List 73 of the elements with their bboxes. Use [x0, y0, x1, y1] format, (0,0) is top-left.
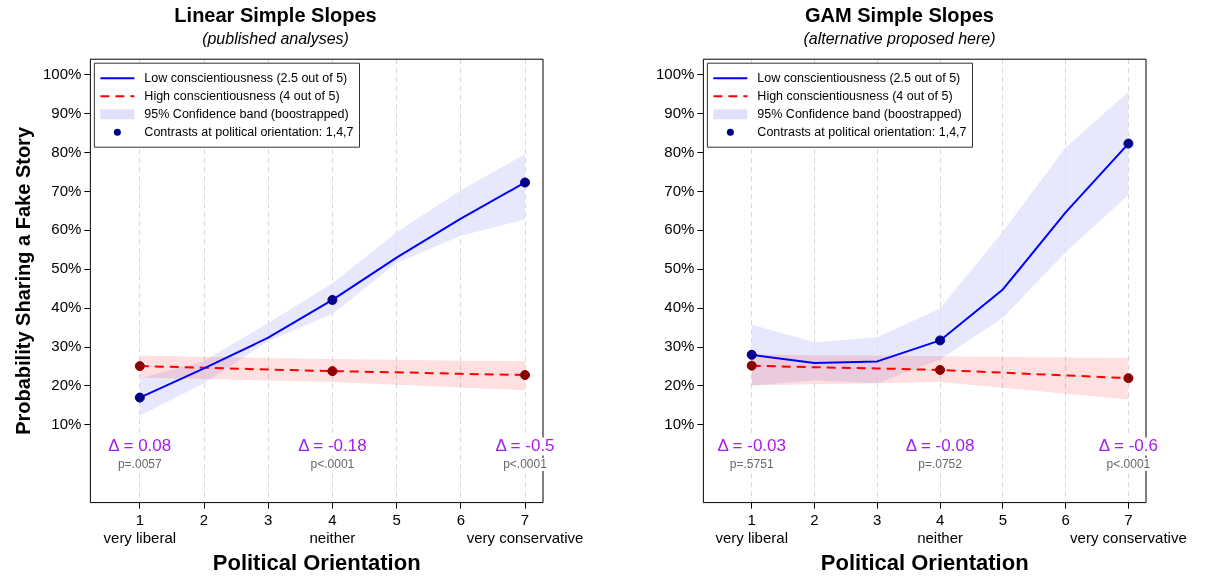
y-tick-label: 10%: [664, 414, 695, 432]
x-tick-label: 5: [392, 510, 401, 528]
y-tick-label: 30%: [664, 337, 695, 355]
x-tick-label: 3: [873, 510, 882, 528]
point: [327, 366, 338, 377]
legend-label: Low conscientiousness (2.5 out of 5): [757, 70, 961, 85]
point: [746, 349, 757, 360]
point: [327, 294, 338, 305]
y-tick-label: 50%: [664, 259, 695, 277]
annotation: Δ = -0.6: [1098, 436, 1158, 456]
annotation: Δ = -0.08: [905, 436, 975, 456]
point: [1123, 138, 1134, 149]
y-tick-label: 40%: [664, 298, 695, 316]
annotation: p<.0001: [503, 456, 548, 471]
legend-label: Low conscientiousness (2.5 out of 5): [144, 70, 348, 85]
legend-label: High conscientiousness (4 out of 5): [144, 88, 340, 103]
point: [134, 361, 145, 372]
x-tick-label: 6: [456, 510, 465, 528]
chart-title: Linear Simple Slopes: [174, 3, 377, 26]
annotation: p=.0057: [117, 456, 162, 471]
x-tick-label: 1 very liberal: [103, 510, 177, 546]
x-tick-label: 1 very liberal: [715, 510, 788, 546]
y-tick-label: 10%: [51, 414, 82, 432]
annotation: p=.5751: [729, 456, 774, 471]
point: [520, 370, 531, 381]
x-tick-label: 6: [1061, 510, 1070, 528]
y-tick-label: 60%: [664, 220, 695, 238]
chart-title: GAM Simple Slopes: [805, 3, 994, 26]
legend-label: Contrasts at political orientation: 1,4,7: [757, 124, 967, 139]
chart-subtitle: (alternative proposed here): [803, 30, 996, 48]
annotation: p<.0001: [1106, 456, 1151, 471]
chart-subtitle: (published analyses): [202, 30, 349, 48]
annotation: Δ = -0.5: [495, 436, 555, 456]
y-tick-label: 40%: [51, 298, 82, 316]
legend-label: 95% Confidence band (boostrapped): [757, 106, 962, 121]
point: [935, 335, 946, 346]
annotation: Δ = 0.08: [108, 436, 172, 456]
y-tick-label: 60%: [51, 220, 82, 238]
y-tick-label: 70%: [664, 181, 695, 199]
point: [520, 177, 531, 188]
legend-label: Contrasts at political orientation: 1,4,7: [144, 124, 354, 139]
x-axis-title: Political Orientation: [820, 549, 1029, 575]
x-tick-label: 7 very conservative: [466, 510, 584, 546]
annotation: p<.0001: [310, 456, 355, 471]
x-tick-label: 4 neither: [309, 510, 356, 546]
y-tick-label: 20%: [51, 376, 82, 394]
legend-label: High conscientiousness (4 out of 5): [757, 88, 953, 103]
y-tick-label: 80%: [51, 142, 82, 160]
annotation: p=.0752: [918, 456, 963, 471]
point: [134, 392, 145, 403]
y-tick-label: 20%: [664, 376, 695, 394]
x-tick-label: 5: [998, 510, 1008, 528]
y-tick-label: 100%: [42, 64, 82, 82]
y-tick-label: 90%: [664, 103, 695, 121]
y-tick-label: 90%: [51, 103, 82, 121]
point: [1123, 373, 1134, 384]
y-tick-label: 80%: [664, 142, 695, 160]
x-tick-label: 2: [810, 510, 819, 528]
point: [935, 364, 946, 375]
annotation: Δ = -0.03: [717, 436, 786, 456]
point: [746, 360, 757, 371]
x-tick-label: 3: [264, 510, 273, 528]
y-tick-label: 100%: [655, 64, 695, 82]
y-tick-label: 70%: [51, 181, 82, 199]
y-tick-label: 50%: [51, 259, 82, 277]
y-tick-label: 30%: [51, 337, 82, 355]
x-tick-label: 2: [199, 510, 209, 528]
legend-label: 95% Confidence band (boostrapped): [144, 106, 349, 121]
annotation: Δ = -0.18: [298, 436, 367, 456]
y-axis-title: Probability Sharing a Fake Story: [11, 126, 34, 435]
x-tick-label: 7 very conservative: [1070, 510, 1187, 546]
x-tick-label: 4 neither: [917, 510, 963, 546]
x-axis-title: Political Orientation: [212, 549, 421, 575]
